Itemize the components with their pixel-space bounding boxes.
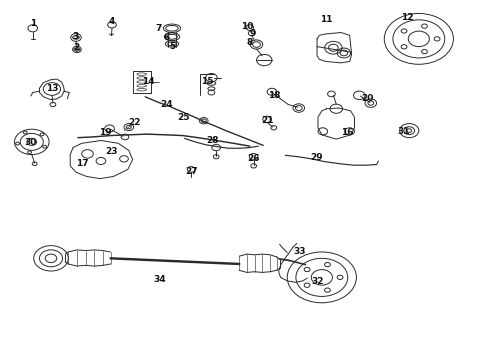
Text: 27: 27 <box>185 167 197 176</box>
Text: 22: 22 <box>128 118 141 127</box>
Text: 13: 13 <box>46 85 58 94</box>
Text: 2: 2 <box>73 43 79 52</box>
Text: 5: 5 <box>169 42 175 51</box>
Text: 20: 20 <box>362 94 374 103</box>
FancyBboxPatch shape <box>133 71 151 93</box>
Text: 19: 19 <box>99 127 112 136</box>
Text: 24: 24 <box>160 100 172 109</box>
Text: 7: 7 <box>155 24 162 33</box>
Text: 32: 32 <box>312 277 324 286</box>
Text: 10: 10 <box>241 22 254 31</box>
Text: 18: 18 <box>268 91 280 100</box>
Text: 31: 31 <box>397 127 410 136</box>
Text: 17: 17 <box>76 158 89 167</box>
Text: 26: 26 <box>247 154 260 163</box>
Text: 6: 6 <box>163 33 170 42</box>
Text: 15: 15 <box>201 77 214 86</box>
Text: 11: 11 <box>320 15 333 24</box>
Text: 29: 29 <box>310 153 322 162</box>
Text: 33: 33 <box>294 247 306 256</box>
Text: 14: 14 <box>142 77 154 86</box>
Text: 3: 3 <box>73 32 79 41</box>
Text: 16: 16 <box>341 128 353 137</box>
Text: 4: 4 <box>108 17 115 26</box>
Text: 9: 9 <box>249 30 256 39</box>
Text: 34: 34 <box>153 275 166 284</box>
Text: 28: 28 <box>206 136 219 145</box>
Text: 21: 21 <box>261 116 273 125</box>
Text: 1: 1 <box>29 18 36 27</box>
Text: 12: 12 <box>401 13 414 22</box>
Text: 23: 23 <box>105 147 118 156</box>
Text: 25: 25 <box>177 113 190 122</box>
Text: 8: 8 <box>246 38 253 47</box>
Text: 30: 30 <box>24 138 37 147</box>
